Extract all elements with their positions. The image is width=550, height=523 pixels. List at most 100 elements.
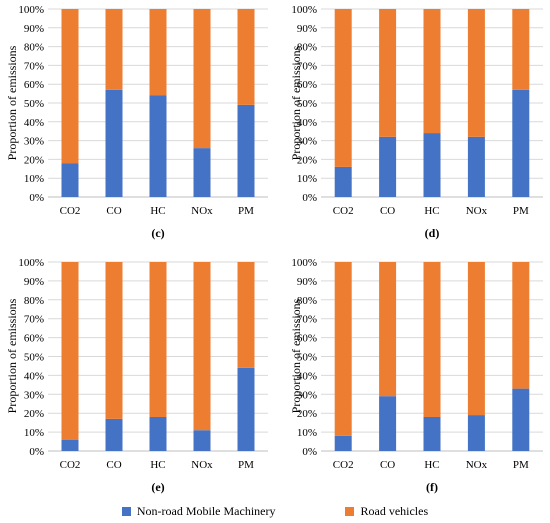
bar-road-pm	[512, 262, 530, 389]
y-tick-label: 20%	[297, 154, 317, 166]
y-tick-label: 0%	[302, 446, 317, 458]
bar-nrmm-co	[379, 396, 397, 451]
bar-nrmm-hc	[423, 416, 441, 451]
x-tick-label: CO	[106, 459, 121, 471]
bar-nrmm-hc	[149, 95, 167, 197]
y-tick-label: 80%	[24, 42, 44, 54]
bar-road-co2	[61, 262, 79, 440]
y-tick-label: 70%	[24, 314, 44, 326]
bar-nrmm-nox	[193, 430, 211, 451]
y-tick-label: 40%	[297, 117, 317, 129]
y-tick-label: 30%	[297, 389, 317, 401]
y-tick-label: 10%	[297, 173, 317, 185]
y-axis-label: Proportion of emissions	[5, 298, 19, 413]
bar-road-hc	[149, 262, 167, 417]
bar-road-nox	[467, 9, 485, 137]
bar-nrmm-co2	[61, 163, 79, 197]
y-tick-label: 0%	[302, 192, 317, 204]
y-tick-label: 0%	[29, 446, 44, 458]
bar-nrmm-hc	[149, 416, 167, 451]
bar-nrmm-co	[105, 89, 123, 197]
bar-nrmm-co2	[334, 435, 352, 451]
y-tick-label: 90%	[24, 276, 44, 288]
chart-panel-4: 0% 10% 20% 30% 40% 50% 60% 70% 80% 90% 100% Proport…	[289, 257, 543, 494]
bar-road-pm	[237, 9, 255, 105]
y-tick-label: 80%	[297, 42, 317, 54]
bar-road-co	[379, 262, 397, 397]
bar-nrmm-co	[105, 418, 123, 451]
x-tick-label: CO	[380, 459, 395, 471]
panel-label: (f)	[426, 480, 438, 494]
bar-road-hc	[423, 9, 441, 134]
y-tick-label: 90%	[297, 276, 317, 288]
chart-panel-2: 0% 10% 20% 30% 40% 50% 60% 70% 80% 90% 100% Proport…	[289, 4, 543, 240]
y-tick-label: 40%	[24, 370, 44, 382]
y-tick-label: 20%	[24, 154, 44, 166]
y-tick-label: 30%	[297, 136, 317, 148]
y-axis-label: Proportion of emissions	[5, 45, 19, 160]
legend-item-nrmm: Non-road Mobile Machinery	[121, 504, 275, 519]
y-tick-label: 60%	[297, 79, 317, 91]
y-tick-label: 90%	[297, 23, 317, 35]
y-tick-label: 70%	[24, 60, 44, 72]
x-tick-label: CO2	[60, 459, 81, 471]
bar-nrmm-nox	[193, 148, 211, 197]
bar-road-co2	[334, 9, 352, 167]
y-tick-label: 60%	[24, 333, 44, 345]
y-tick-label: 40%	[297, 370, 317, 382]
bar-road-nox	[467, 262, 485, 416]
x-tick-label: CO2	[60, 205, 81, 217]
y-tick-label: 50%	[24, 352, 44, 364]
y-tick-label: 50%	[297, 98, 317, 110]
y-tick-label: 0%	[29, 192, 44, 204]
legend-swatch-road	[345, 506, 355, 516]
x-tick-label: HC	[424, 205, 439, 217]
x-tick-label: CO2	[333, 459, 354, 471]
y-tick-label: 50%	[24, 98, 44, 110]
y-tick-label: 20%	[297, 408, 317, 420]
y-tick-label: 50%	[297, 352, 317, 364]
bar-road-co	[105, 9, 123, 90]
y-tick-label: 90%	[24, 23, 44, 35]
bar-road-co	[105, 262, 123, 419]
bar-road-co	[379, 9, 397, 137]
x-tick-label: PM	[238, 459, 254, 471]
x-tick-label: CO	[106, 205, 121, 217]
bar-road-nox	[193, 9, 211, 149]
x-tick-label: PM	[513, 459, 529, 471]
bar-nrmm-co	[379, 136, 397, 197]
x-tick-label: HC	[150, 205, 165, 217]
x-tick-label: PM	[238, 205, 254, 217]
y-tick-label: 60%	[297, 333, 317, 345]
bar-nrmm-co2	[61, 439, 79, 451]
y-tick-label: 100%	[18, 4, 44, 16]
panel-label: (d)	[425, 226, 440, 240]
y-tick-label: 80%	[297, 295, 317, 307]
bar-road-pm	[237, 262, 255, 368]
x-tick-label: CO	[380, 205, 395, 217]
bar-road-hc	[149, 9, 167, 96]
chart-panel-1: 0% 10% 20% 30% 40% 50% 60% 70% 80% 90% 100% Proport…	[5, 4, 268, 240]
y-tick-label: 40%	[24, 117, 44, 129]
y-tick-label: 70%	[297, 60, 317, 72]
y-axis-label: Proportion of emissions	[289, 298, 303, 413]
y-tick-label: 100%	[18, 257, 44, 269]
y-tick-label: 100%	[291, 4, 317, 16]
x-tick-label: PM	[513, 205, 529, 217]
panel-label: (c)	[151, 226, 164, 240]
y-tick-label: 20%	[24, 408, 44, 420]
y-tick-label: 10%	[24, 427, 44, 439]
bar-nrmm-pm	[237, 367, 255, 451]
x-tick-label: NOx	[466, 459, 488, 471]
legend-item-road: Road vehicles	[345, 504, 428, 519]
bar-nrmm-co2	[334, 166, 352, 197]
bar-nrmm-pm	[237, 104, 255, 197]
bar-road-co2	[334, 262, 352, 436]
legend-label-road: Road vehicles	[360, 503, 429, 518]
legend: Non-road Mobile Machinery Road vehicles	[0, 500, 550, 522]
x-tick-label: NOx	[191, 459, 213, 471]
y-tick-label: 10%	[24, 173, 44, 185]
y-tick-label: 30%	[24, 136, 44, 148]
y-tick-label: 10%	[297, 427, 317, 439]
